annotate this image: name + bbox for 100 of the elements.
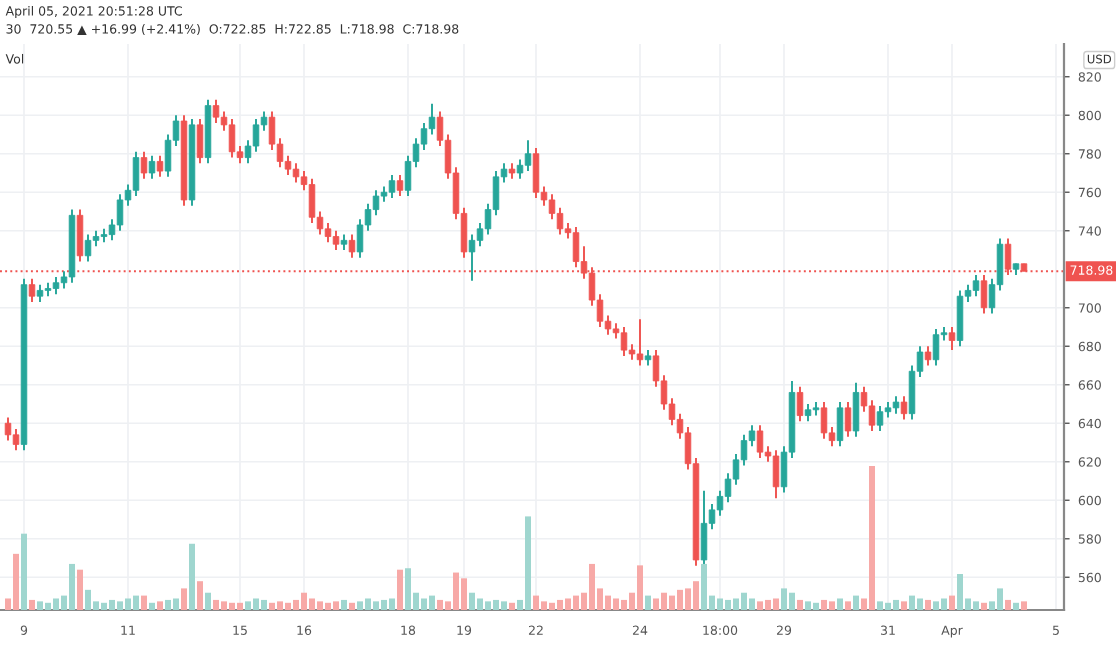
bar	[933, 601, 939, 610]
bar	[477, 598, 483, 610]
candlestick	[388, 173, 396, 199]
bar	[589, 563, 595, 610]
bar	[501, 601, 507, 610]
bar	[677, 589, 683, 610]
bar	[685, 588, 691, 610]
candlestick	[572, 225, 580, 269]
bar	[373, 601, 379, 610]
candlestick	[844, 401, 852, 438]
bar	[29, 599, 35, 610]
bar	[725, 599, 731, 610]
bar	[181, 588, 187, 610]
bar	[269, 602, 275, 610]
candlestick	[516, 158, 524, 180]
candlestick	[972, 274, 980, 298]
bar	[397, 569, 403, 610]
bar	[85, 589, 91, 610]
bar	[973, 601, 979, 610]
bar	[485, 601, 491, 610]
candlestick	[324, 222, 332, 244]
bar	[357, 601, 363, 610]
bar	[949, 595, 955, 610]
candlestick	[556, 206, 564, 236]
bar	[757, 601, 763, 610]
bar	[197, 581, 203, 610]
bar	[781, 588, 787, 610]
bar	[389, 598, 395, 610]
bar	[837, 598, 843, 610]
candlestick	[148, 154, 156, 180]
bar	[981, 602, 987, 610]
bar	[429, 595, 435, 610]
bar	[53, 598, 59, 610]
bar	[557, 599, 563, 610]
bar	[453, 572, 459, 610]
bar	[69, 563, 75, 610]
candlestick	[252, 118, 260, 153]
bar	[605, 595, 611, 610]
bar	[789, 592, 795, 610]
candlestick	[468, 233, 476, 282]
bar	[277, 601, 283, 610]
bar	[77, 569, 83, 610]
bar	[405, 568, 411, 610]
bar	[461, 578, 467, 610]
bar	[957, 574, 963, 610]
bar	[509, 602, 515, 610]
bar	[869, 466, 875, 610]
bar	[1013, 602, 1019, 610]
candlestick	[140, 150, 148, 180]
bar	[253, 598, 259, 610]
bar	[565, 598, 571, 610]
bar	[157, 601, 163, 610]
candlestick	[876, 404, 884, 432]
bar	[285, 602, 291, 610]
bar	[829, 601, 835, 610]
bar	[101, 602, 107, 610]
bar	[613, 598, 619, 610]
candlestick	[396, 173, 404, 198]
bar	[237, 602, 243, 610]
bar	[733, 598, 739, 610]
candlestick	[212, 98, 220, 124]
bar	[805, 601, 811, 610]
bar	[381, 599, 387, 610]
candlestick	[956, 289, 964, 348]
candlestick	[196, 118, 204, 165]
bar	[821, 599, 827, 610]
bar	[845, 601, 851, 610]
bar	[421, 598, 427, 610]
candlestick	[852, 381, 860, 438]
bar	[773, 598, 779, 610]
bar	[37, 601, 43, 610]
bar	[917, 598, 923, 610]
bar	[173, 598, 179, 610]
candlestick	[84, 233, 92, 263]
bar	[541, 601, 547, 610]
bar	[925, 599, 931, 610]
bar	[349, 602, 355, 610]
bar	[621, 599, 627, 610]
bar	[261, 599, 267, 610]
candlestick	[548, 193, 556, 221]
bar	[165, 599, 171, 610]
candlestick	[292, 162, 300, 184]
bar	[749, 598, 755, 610]
bar	[125, 598, 131, 610]
candlestick	[620, 326, 628, 357]
bar	[813, 602, 819, 610]
bar	[637, 565, 643, 610]
bar	[533, 595, 539, 610]
candlestick	[332, 229, 340, 251]
bar	[293, 599, 299, 610]
candlestick	[116, 193, 124, 232]
candlestick	[932, 327, 940, 367]
bar	[661, 592, 667, 610]
candlestick	[900, 395, 908, 421]
bar	[653, 598, 659, 610]
bar	[885, 602, 891, 610]
candlestick	[756, 424, 764, 459]
bar	[573, 595, 579, 610]
candlestick	[4, 416, 12, 442]
bar	[301, 592, 307, 610]
